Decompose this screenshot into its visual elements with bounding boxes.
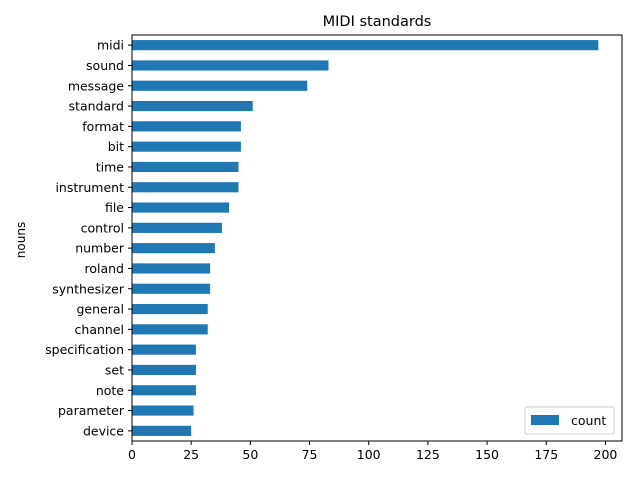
bar-channel bbox=[132, 324, 208, 335]
y-tick-label: bit bbox=[108, 139, 124, 154]
y-tick-label: file bbox=[105, 200, 124, 215]
bar-number bbox=[132, 243, 215, 254]
bar-time bbox=[132, 161, 239, 173]
legend-box bbox=[524, 406, 615, 435]
bar-general bbox=[132, 303, 208, 315]
x-tick-label: 150 bbox=[475, 447, 499, 462]
bar-standard bbox=[132, 100, 253, 112]
y-tick-label: format bbox=[82, 119, 124, 134]
y-tick-label: control bbox=[81, 220, 124, 235]
x-tick-label: 125 bbox=[416, 447, 440, 462]
bar-instrument bbox=[132, 182, 239, 193]
x-tick-label: 25 bbox=[183, 447, 199, 462]
y-axis-label: nouns bbox=[14, 222, 28, 258]
x-tick-label: 50 bbox=[242, 447, 258, 462]
y-tick-label: midi bbox=[97, 38, 124, 53]
y-tick-label: specification bbox=[45, 342, 124, 357]
x-ticks-group: 0 25 50 75 100 125 150 175 200 bbox=[128, 441, 617, 462]
bar-bit bbox=[132, 141, 241, 152]
y-tick-label: general bbox=[76, 302, 124, 317]
bar-roland bbox=[132, 263, 211, 274]
y-ticks-group: midi sound message standard format bit time ins… bbox=[45, 38, 132, 438]
bar-synthesizer bbox=[132, 283, 211, 294]
bar-sound bbox=[132, 60, 329, 71]
y-tick-label: roland bbox=[84, 261, 124, 276]
legend: count bbox=[524, 406, 615, 435]
y-tick-label: time bbox=[96, 159, 125, 174]
bar-file bbox=[132, 202, 230, 213]
bar-specification bbox=[132, 344, 196, 355]
plot-frame bbox=[131, 34, 623, 442]
chart-title: MIDI standards bbox=[323, 14, 432, 30]
bar-note bbox=[132, 385, 196, 396]
legend-label: count bbox=[571, 413, 606, 428]
y-tick-label: number bbox=[75, 241, 125, 256]
bar-set bbox=[132, 364, 196, 376]
y-tick-label: message bbox=[68, 78, 124, 93]
y-tick-label: channel bbox=[75, 322, 124, 337]
bar-control bbox=[132, 222, 222, 233]
y-tick-label: device bbox=[83, 423, 124, 438]
y-tick-label: parameter bbox=[58, 403, 125, 418]
y-tick-label: set bbox=[105, 362, 124, 377]
bar-midi bbox=[132, 40, 599, 51]
x-tick-label: 100 bbox=[357, 447, 381, 462]
bar-device bbox=[132, 425, 192, 436]
y-tick-label: standard bbox=[69, 99, 124, 114]
bar-parameter bbox=[132, 405, 194, 416]
bars-group bbox=[132, 40, 599, 436]
x-tick-label: 200 bbox=[594, 447, 618, 462]
bar-format bbox=[132, 121, 241, 132]
x-tick-label: 175 bbox=[534, 447, 558, 462]
y-tick-label: sound bbox=[86, 58, 124, 73]
y-tick-label: synthesizer bbox=[52, 281, 125, 296]
x-tick-label: 0 bbox=[128, 447, 136, 462]
x-tick-label: 75 bbox=[302, 447, 318, 462]
y-tick-label: note bbox=[96, 383, 124, 398]
legend-swatch bbox=[531, 415, 559, 425]
y-tick-label: instrument bbox=[55, 180, 124, 195]
bar-message bbox=[132, 80, 308, 91]
